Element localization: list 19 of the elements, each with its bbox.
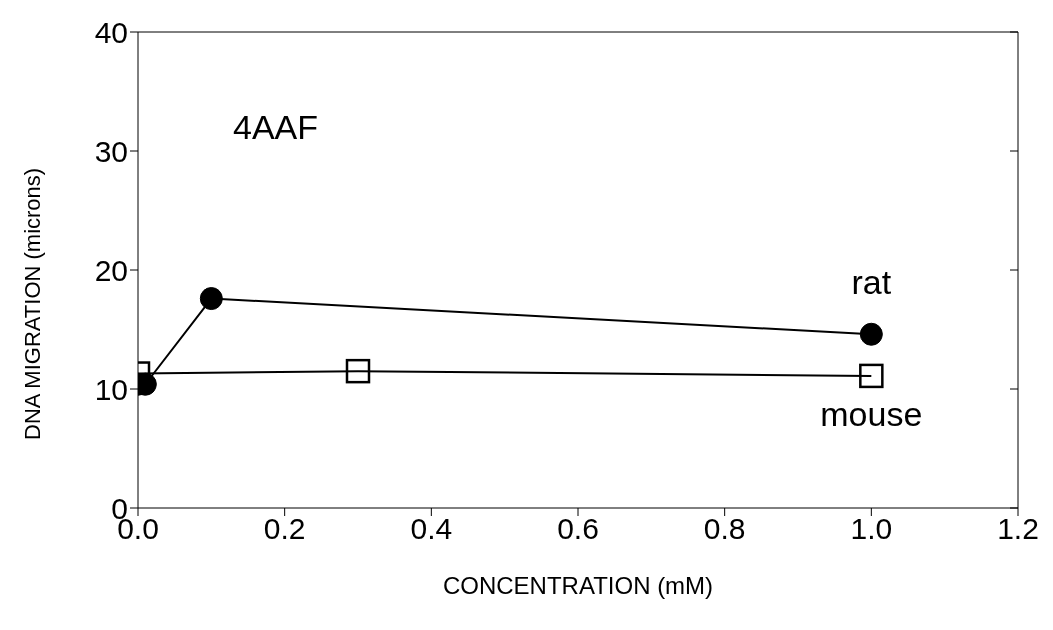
x-tick-label: 1.0 — [850, 512, 893, 546]
point — [859, 322, 883, 346]
y-axis-title: DNA MIGRATION (microns) — [19, 167, 45, 440]
x-tick-label: 0.2 — [263, 512, 306, 546]
x-tick-label: 0.4 — [410, 512, 453, 546]
y-tick-label: 30 — [94, 134, 128, 168]
x-tick-label: 0.8 — [703, 512, 746, 546]
x-tick-label: 1.2 — [997, 512, 1039, 546]
point — [199, 287, 223, 311]
y-tick-label: 20 — [94, 253, 128, 287]
y-tick-label: 40 — [94, 15, 128, 49]
point — [859, 363, 884, 389]
series-label: mouse — [820, 394, 923, 433]
annotation: 4AAF — [233, 108, 319, 147]
x-axis-title: CONCENTRATION (mM) — [442, 572, 714, 599]
y-tick-label: 10 — [94, 372, 128, 406]
x-tick-label: 0.6 — [557, 512, 599, 546]
point — [345, 358, 371, 384]
series-label: rat — [851, 263, 892, 302]
